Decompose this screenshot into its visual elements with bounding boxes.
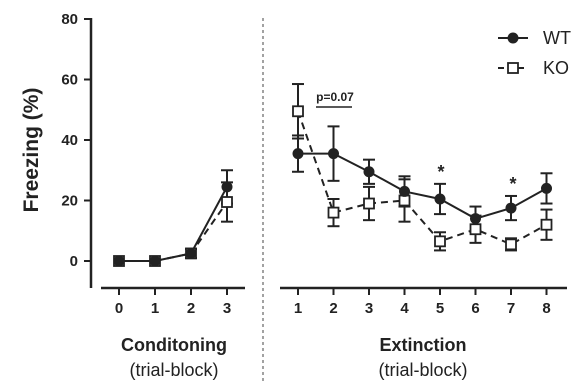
x-tick-label-p1-6: 6 [471,300,479,317]
data-point-ko-p1-6 [469,223,482,236]
legend-wt-label: WT [543,28,571,48]
x-tick-label-p1-8: 8 [542,300,550,317]
x-tick-label-p1-1: 1 [294,300,302,317]
x-tick-label-p0-2: 2 [187,300,195,317]
data-point-wt-p1-7 [505,202,517,214]
series-line-wt-p0 [119,186,228,262]
y-tick-label-40: 40 [61,132,78,149]
y-axis-label: Freezing (%) [20,88,43,213]
p-value-annotation: p=0.07 [316,90,354,104]
x-tick-label-p1-7: 7 [507,300,515,317]
conditioning-subtitle: (trial-block) [129,360,218,380]
data-point-wt-p1-1 [292,148,304,160]
data-point-ko-p1-4 [398,194,411,207]
y-tick-label-60: 60 [61,72,78,89]
x-axis-ticks: 0 1 2 3 1 2 3 4 5 6 7 8 [115,288,551,317]
data-point-wt-p1-6 [470,213,481,225]
legend-ko-label: KO [543,58,569,78]
y-axis-ticks: 0 20 40 60 80 [61,11,91,270]
data-point-wt-p1-5 [434,193,446,205]
y-tick-label-80: 80 [61,11,78,28]
x-tick-label-p1-2: 2 [329,300,337,317]
extinction-title: Extinction [379,335,466,355]
data-point-ko-p1-3 [363,197,375,210]
significance-star-5: * [437,162,444,182]
data-point-wt-p0-0 [113,255,125,267]
data-point-wt-p1-8 [541,182,552,194]
y-tick-label-20: 20 [61,193,78,210]
x-tick-label-p1-5: 5 [436,300,444,317]
data-point-ko-p1-8 [540,218,553,231]
data-point-wt-p1-3 [363,166,375,178]
data-point-ko-p1-1 [292,105,304,118]
extinction-subtitle: (trial-block) [378,360,467,380]
y-tick-label-0: 0 [70,253,78,270]
x-tick-label-p1-3: 3 [365,300,373,317]
legend: WT KO [498,28,571,78]
data-point-ko-p1-5 [434,235,446,248]
data-point-wt-p0-2 [185,247,197,259]
x-tick-label-p0-3: 3 [223,300,231,317]
legend-ko-marker [507,62,519,74]
x-tick-label-p1-4: 4 [400,300,409,317]
data-point-ko-p1-2 [327,206,340,219]
data-point-wt-p1-2 [328,148,339,160]
legend-wt-marker [507,32,519,44]
x-tick-label-p0-1: 1 [151,300,159,317]
series-line-wt-p1 [298,152,547,220]
significance-star-7: * [509,174,516,194]
data-point-wt-p0-1 [149,255,161,267]
series-line-ko-p1 [297,110,547,246]
series-line-ko-p0 [119,201,228,262]
data-point-ko-p1-7 [505,238,517,251]
series-layer [113,83,553,267]
data-point-ko-p0-3 [221,196,233,208]
data-point-wt-p0-3 [221,181,233,193]
x-tick-label-p0-0: 0 [115,300,123,317]
data-point-wt-p1-4 [399,185,410,197]
conditioning-title: Conditoning [121,335,227,355]
